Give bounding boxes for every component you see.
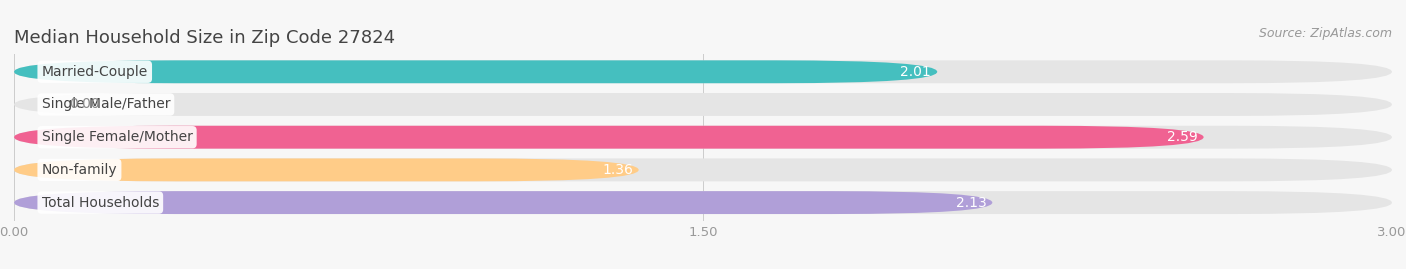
FancyBboxPatch shape — [14, 158, 1392, 181]
Text: 1.36: 1.36 — [602, 163, 633, 177]
Text: 2.01: 2.01 — [900, 65, 931, 79]
Text: Median Household Size in Zip Code 27824: Median Household Size in Zip Code 27824 — [14, 29, 395, 47]
FancyBboxPatch shape — [14, 126, 1392, 149]
Text: Total Households: Total Households — [42, 196, 159, 210]
Text: Non-family: Non-family — [42, 163, 117, 177]
FancyBboxPatch shape — [14, 191, 1392, 214]
FancyBboxPatch shape — [14, 60, 938, 83]
Text: Married-Couple: Married-Couple — [42, 65, 148, 79]
FancyBboxPatch shape — [14, 126, 1204, 149]
FancyBboxPatch shape — [14, 191, 993, 214]
Text: 2.59: 2.59 — [1167, 130, 1198, 144]
FancyBboxPatch shape — [14, 158, 638, 181]
FancyBboxPatch shape — [14, 60, 1392, 83]
Text: Single Female/Mother: Single Female/Mother — [42, 130, 193, 144]
Text: Single Male/Father: Single Male/Father — [42, 97, 170, 111]
Text: 2.13: 2.13 — [956, 196, 987, 210]
Text: 0.00: 0.00 — [69, 97, 100, 111]
FancyBboxPatch shape — [14, 93, 1392, 116]
Text: Source: ZipAtlas.com: Source: ZipAtlas.com — [1258, 27, 1392, 40]
